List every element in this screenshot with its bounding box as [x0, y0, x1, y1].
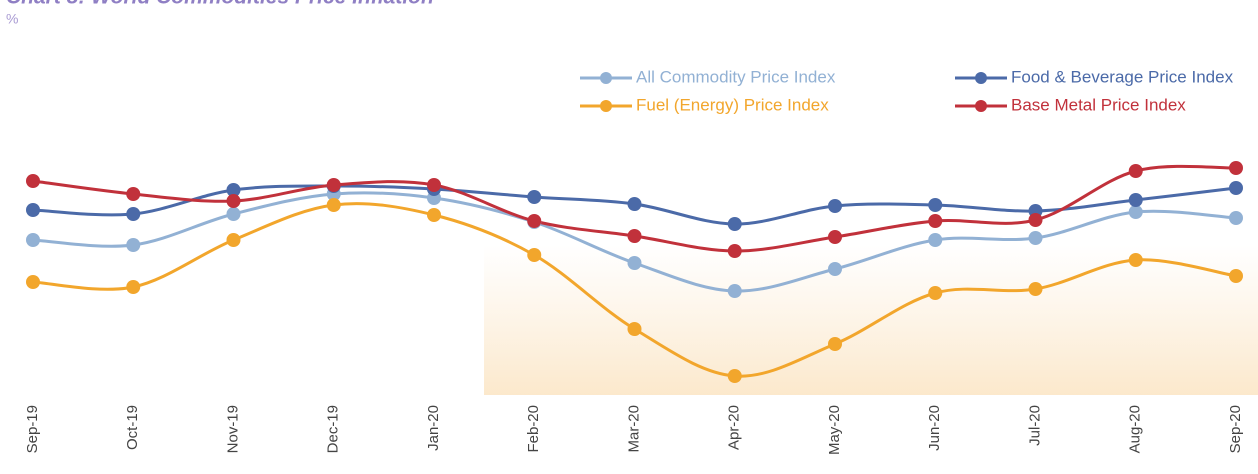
- data-point: [627, 229, 642, 243]
- x-tick-label: Oct-19: [124, 405, 141, 450]
- legend-label: All Commodity Price Index: [636, 67, 836, 86]
- data-point: [126, 238, 141, 252]
- x-tick-label: Dec-19: [325, 405, 342, 453]
- data-point: [727, 244, 742, 258]
- data-point: [627, 322, 642, 336]
- data-point: [1128, 253, 1143, 267]
- data-point: [126, 187, 141, 201]
- chart-subtitle: %: [6, 11, 18, 27]
- data-point: [928, 286, 943, 300]
- data-point: [326, 178, 341, 192]
- x-tick-label: Jul-20: [1026, 405, 1043, 446]
- legend-label: Base Metal Price Index: [1011, 95, 1186, 114]
- chart-title: Chart 8: World Commodities Price Inflati…: [6, 0, 434, 9]
- data-point: [828, 199, 842, 213]
- data-point: [828, 230, 842, 244]
- x-tick-label: Aug-20: [1127, 405, 1144, 453]
- data-point: [1229, 269, 1243, 283]
- data-point: [126, 207, 141, 221]
- data-point: [1229, 181, 1243, 195]
- data-point: [527, 248, 542, 262]
- legend-marker: [600, 100, 612, 112]
- data-point: [326, 198, 341, 212]
- highlight-region: [484, 245, 1258, 395]
- data-point: [828, 337, 842, 351]
- data-point: [1128, 205, 1143, 219]
- data-point: [928, 233, 943, 247]
- x-tick-label: Apr-20: [726, 405, 743, 450]
- data-point: [1028, 231, 1043, 245]
- data-point: [1028, 213, 1043, 227]
- x-tick-label: Jan-20: [425, 405, 442, 451]
- data-point: [527, 190, 542, 204]
- data-point: [527, 214, 542, 228]
- data-point: [226, 194, 241, 208]
- data-point: [427, 178, 441, 192]
- data-point: [727, 284, 742, 298]
- legend-marker: [600, 72, 612, 84]
- data-point: [126, 280, 141, 294]
- data-point: [1128, 193, 1143, 207]
- data-point: [627, 197, 642, 211]
- data-point: [928, 214, 943, 228]
- x-tick-label: Sep-19: [24, 405, 41, 453]
- data-point: [26, 275, 40, 289]
- data-point: [727, 217, 742, 231]
- x-tick-label: Jun-20: [926, 405, 943, 451]
- data-point: [226, 183, 241, 197]
- x-tick-label: Nov-19: [224, 405, 241, 453]
- legend-label: Food & Beverage Price Index: [1011, 67, 1234, 86]
- x-tick-label: Mar-20: [625, 405, 642, 453]
- legend-label: Fuel (Energy) Price Index: [636, 95, 829, 114]
- x-tick-label: Feb-20: [525, 405, 542, 453]
- data-point: [627, 256, 642, 270]
- legend-marker: [975, 100, 987, 112]
- x-tick-label: Sep-20: [1227, 405, 1244, 453]
- legend-marker: [975, 72, 987, 84]
- data-point: [828, 262, 842, 276]
- data-point: [1028, 282, 1043, 296]
- data-point: [727, 369, 742, 383]
- data-point: [26, 174, 40, 188]
- data-point: [226, 207, 241, 221]
- data-point: [26, 233, 40, 247]
- data-point: [1229, 161, 1243, 175]
- data-point: [1128, 164, 1143, 178]
- x-tick-label: May-20: [826, 405, 843, 455]
- data-point: [427, 208, 441, 222]
- data-point: [226, 233, 241, 247]
- data-point: [928, 198, 943, 212]
- data-point: [26, 203, 40, 217]
- data-point: [1229, 211, 1243, 225]
